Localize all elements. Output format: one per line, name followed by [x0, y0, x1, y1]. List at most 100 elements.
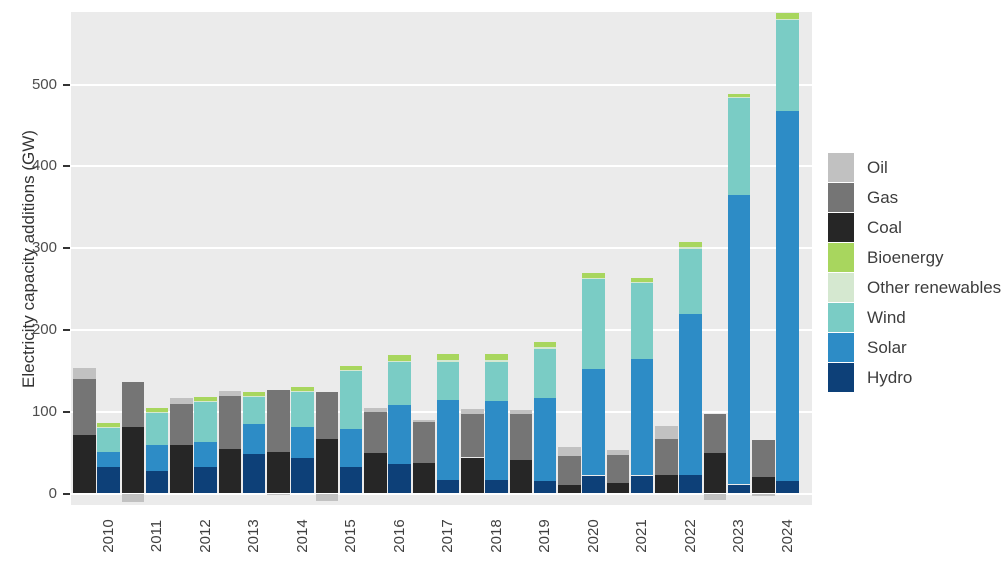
legend: Oil Gas Coal Bioenergy Other renewables Wind S…: [828, 153, 1001, 393]
legend-item-hydro: Hydro: [828, 363, 1001, 392]
bar-segment-gas-2022: [655, 438, 678, 475]
bar-segment-wind-2016: [388, 361, 411, 406]
bar-segment-solar-2017: [436, 400, 460, 480]
x-tick-label-2014: 2014: [293, 519, 311, 553]
bar-segment-oil-2024: [752, 493, 775, 496]
bar-segment-wind-2023: [727, 97, 751, 195]
bar-segment-hydro-2021: [630, 475, 654, 494]
bar-segment-solar-2024: [776, 111, 799, 482]
bar-segment-solar-2023: [727, 194, 751, 485]
legend-item-other-renewables: Other renewables: [828, 273, 1001, 302]
bar-segment-gas-2015: [315, 392, 338, 439]
bar-segment-oil-2013: [218, 391, 241, 397]
x-tick-label-2011: 2011: [148, 519, 165, 553]
x-tick-label-2022: 2022: [681, 519, 699, 553]
bar-segment-hydro-2013: [242, 454, 266, 494]
legend-item-oil: Oil: [828, 153, 1001, 182]
legend-label-oil: Oil: [867, 157, 888, 177]
bar-segment-coal-2016: [364, 452, 387, 494]
legend-item-gas: Gas: [828, 183, 1001, 212]
bar-segment-coal-2021: [606, 482, 629, 494]
bar-segment-gas-2012: [170, 403, 193, 446]
bar-segment-wind-2010: [97, 428, 120, 452]
legend-swatch-bioenergy: [828, 243, 854, 272]
bar-segment-wind-2011: [145, 412, 169, 446]
bar-segment-other-renewables-2018: [485, 360, 508, 363]
x-tick-label-2010: 2010: [99, 519, 117, 553]
bar-segment-solar-2015: [339, 428, 363, 468]
y-tick-label-100: 100: [31, 402, 57, 420]
gridline-500: [71, 83, 812, 86]
bar-segment-bioenergy-2022: [679, 242, 702, 248]
bar-segment-hydro-2019: [533, 481, 557, 494]
x-tick-label-2017: 2017: [439, 519, 456, 553]
bar-segment-coal-2023: [703, 453, 726, 494]
bar-segment-gas-2016: [364, 411, 387, 453]
bar-segment-oil-2023: [703, 493, 726, 501]
y-tick-label-500: 500: [31, 75, 57, 93]
bar-segment-oil-2011: [121, 493, 144, 502]
bar-segment-oil-2015: [315, 493, 338, 502]
bar-segment-solar-2010: [97, 451, 120, 468]
legend-label-hydro: Hydro: [867, 367, 913, 387]
bar-segment-gas-2014: [267, 390, 290, 452]
bar-segment-bioenergy-2017: [436, 354, 460, 360]
y-tick-mark: [63, 83, 70, 86]
bar-segment-other-renewables-2019: [533, 347, 557, 349]
bar-segment-solar-2021: [630, 358, 654, 476]
y-tick-label-0: 0: [48, 484, 57, 502]
bar-segment-hydro-2012: [194, 467, 217, 494]
bar-segment-oil-2022: [655, 425, 678, 439]
bar-segment-other-renewables-2023: [727, 96, 751, 98]
bar-segment-wind-2024: [776, 19, 799, 112]
x-tick-label-2018: 2018: [487, 519, 505, 553]
bar-segment-bioenergy-2012: [194, 396, 217, 402]
bar-segment-other-renewables-2014: [291, 391, 314, 393]
bar-segment-gas-2010: [73, 378, 96, 436]
legend-swatch-oil: [828, 153, 854, 182]
bar-segment-solar-2019: [533, 397, 557, 482]
bar-segment-wind-2015: [339, 370, 363, 429]
bar-segment-wind-2019: [533, 348, 557, 398]
bar-segment-oil-2018: [461, 408, 484, 415]
bar-segment-other-renewables-2010: [97, 427, 120, 429]
legend-label-other-renewables: Other renewables: [867, 277, 1002, 297]
x-tick-label-2012: 2012: [196, 519, 214, 553]
bar-segment-hydro-2016: [388, 464, 411, 494]
bar-segment-oil-2020: [558, 446, 581, 456]
bar-segment-gas-2020: [558, 455, 581, 486]
bar-segment-bioenergy-2011: [145, 407, 169, 412]
bar-segment-gas-2011: [121, 382, 144, 428]
bar-segment-bioenergy-2015: [339, 365, 363, 370]
x-tick-label-2015: 2015: [342, 519, 359, 553]
bar-segment-gas-2024: [752, 440, 775, 478]
x-tick-label-2020: 2020: [584, 519, 602, 553]
gridline-0: [71, 492, 812, 495]
bar-segment-hydro-2014: [291, 457, 314, 494]
legend-swatch-wind: [828, 303, 854, 332]
bar-segment-solar-2020: [582, 369, 605, 476]
bar-segment-hydro-2024: [776, 481, 799, 494]
gridline-400: [71, 165, 812, 168]
x-tick-label-2023: 2023: [730, 519, 747, 553]
bar-segment-other-renewables-2022: [679, 247, 702, 249]
bar-segment-hydro-2020: [582, 475, 605, 494]
plot-panel: [71, 12, 812, 505]
bar-segment-bioenergy-2024: [776, 13, 799, 19]
bar-segment-other-renewables-2021: [630, 281, 654, 284]
bar-segment-bioenergy-2013: [242, 392, 266, 397]
y-axis-title: Electricity capacity additions (GW): [19, 130, 38, 388]
bar-segment-hydro-2018: [485, 480, 508, 494]
legend-item-solar: Solar: [828, 333, 1001, 362]
legend-swatch-gas: [828, 183, 854, 212]
bar-segment-coal-2020: [558, 485, 581, 494]
bar-segment-solar-2016: [388, 405, 411, 465]
legend-swatch-hydro: [828, 363, 854, 392]
bar-segment-bioenergy-2014: [291, 387, 314, 392]
bar-segment-bioenergy-2010: [97, 423, 120, 428]
bar-segment-coal-2017: [412, 463, 435, 494]
bar-segment-coal-2024: [752, 477, 775, 494]
bar-segment-coal-2018: [461, 457, 484, 494]
legend-item-bioenergy: Bioenergy: [828, 243, 1001, 272]
